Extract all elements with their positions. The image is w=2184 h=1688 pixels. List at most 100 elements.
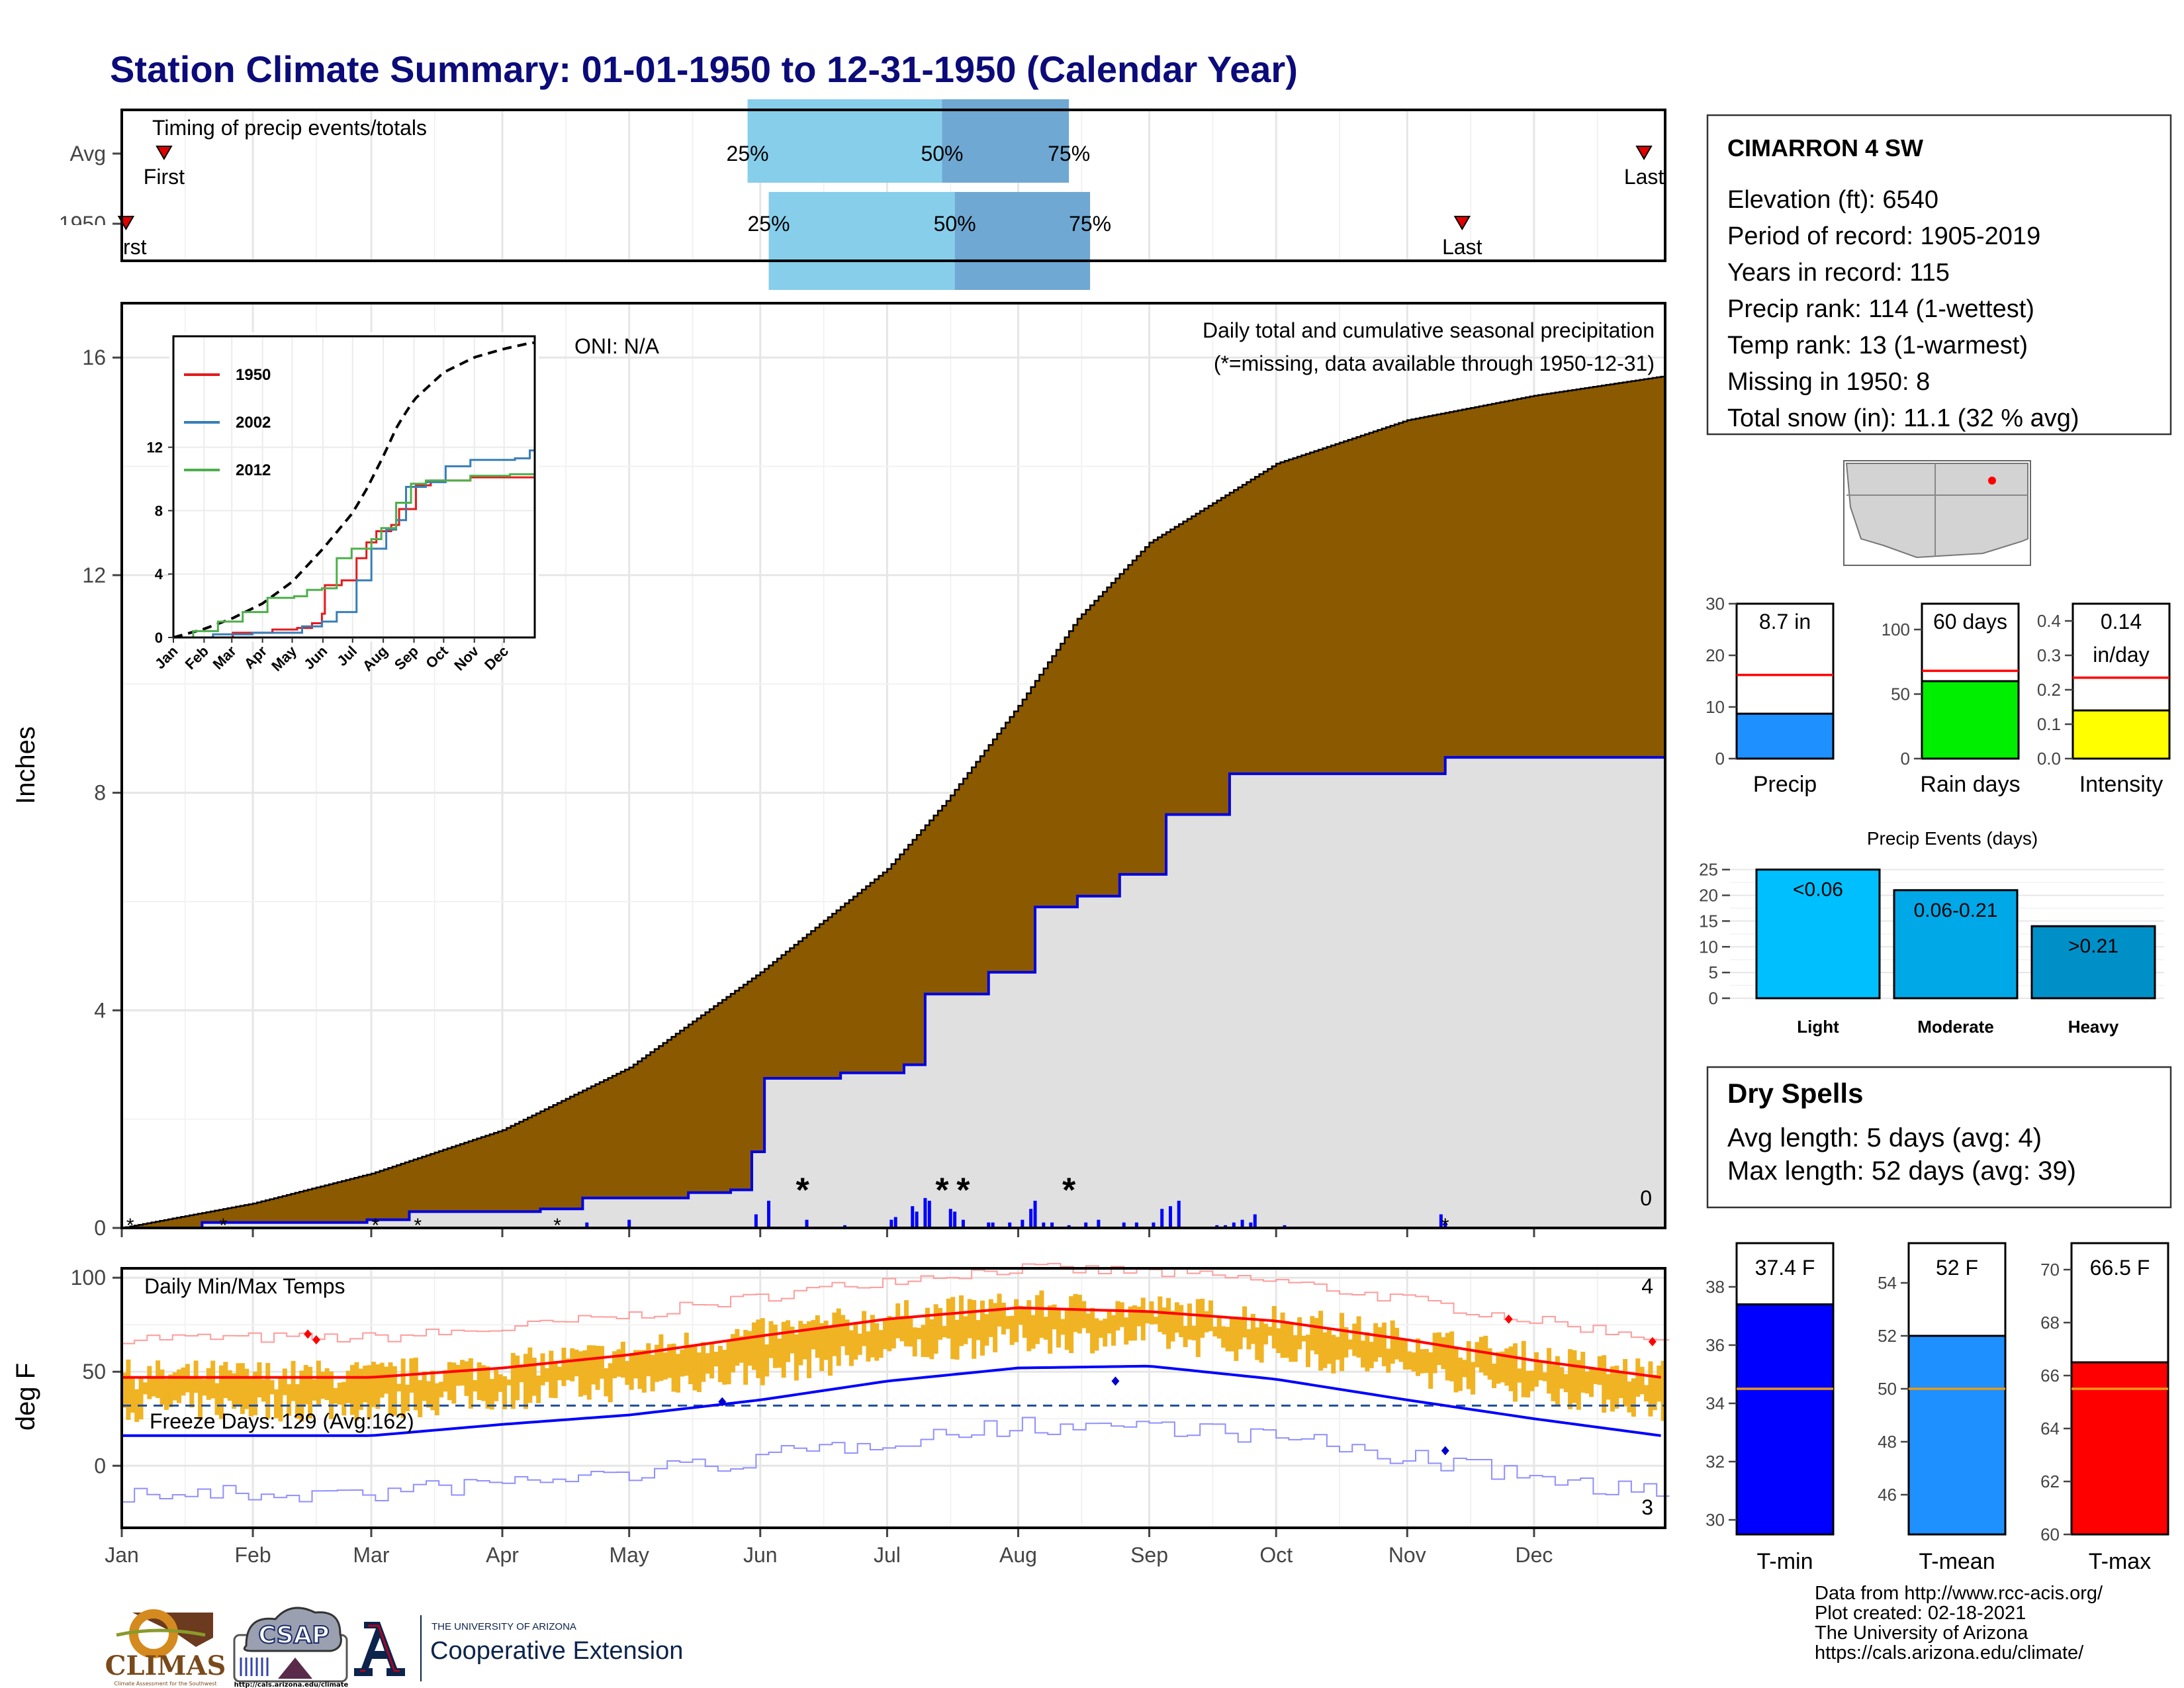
record-low-count: 3 — [1641, 1495, 1653, 1519]
temp-daily-bar — [1652, 1374, 1657, 1411]
oni-label: ONI: N/A — [574, 334, 660, 358]
temp-daily-bar — [684, 1333, 689, 1376]
temp-daily-bar — [705, 1353, 710, 1374]
precip-daily-bar — [1033, 1200, 1037, 1228]
mini-bar-tick-label: 0.0 — [2037, 749, 2061, 769]
temp-daily-bar — [1136, 1306, 1142, 1327]
temp-daily-bar — [451, 1362, 457, 1404]
timing-last-label: Last — [1624, 165, 1664, 189]
precip-daily-bar — [1232, 1222, 1236, 1228]
temp-bar-tick-label: 46 — [1878, 1485, 1897, 1505]
temp-daily-bar — [274, 1389, 279, 1419]
precip-daily-bar — [1050, 1222, 1054, 1228]
temp-daily-bar — [1069, 1296, 1074, 1354]
temp-daily-bar — [473, 1380, 478, 1392]
temp-daily-bar — [1314, 1318, 1319, 1354]
temp-daily-bar — [1610, 1366, 1615, 1412]
temp-daily-bar — [253, 1372, 258, 1415]
temp-daily-bar — [363, 1365, 368, 1403]
temp-daily-bar — [1657, 1365, 1662, 1402]
temp-daily-bar — [1496, 1352, 1501, 1384]
precip-observed-line — [122, 756, 1665, 1229]
missing-day-marker: * — [796, 1171, 810, 1209]
temp-daily-bar — [367, 1365, 372, 1419]
temp-daily-bar — [751, 1322, 756, 1370]
temp-daily-bar — [1221, 1326, 1226, 1348]
temp-daily-bar — [287, 1384, 292, 1416]
temp-daily-bar — [1064, 1308, 1069, 1350]
csap-logo-text: CSAP — [258, 1622, 329, 1649]
temp-daily-bar — [527, 1347, 533, 1403]
temp-daily-bar — [1508, 1346, 1514, 1391]
temp-daily-bar — [1373, 1323, 1379, 1362]
temp-daily-bar — [232, 1373, 237, 1409]
temp-avg-min-line — [122, 1364, 1661, 1437]
temp-daily-bar — [1606, 1374, 1611, 1400]
temp-daily-bar — [1479, 1336, 1484, 1373]
mini-bar-tick-label: 0 — [1901, 749, 1910, 769]
temp-daily-bar — [1547, 1348, 1552, 1394]
temp-daily-bar — [963, 1316, 968, 1344]
temp-daily-bar — [604, 1368, 609, 1397]
temp-daily-bar — [1631, 1378, 1636, 1417]
temp-daily-bar — [333, 1387, 338, 1404]
temp-daily-bar — [650, 1354, 655, 1391]
precip-daily-bar — [843, 1225, 847, 1228]
month-tick-label: Jun — [743, 1543, 778, 1567]
temp-daily-bar — [747, 1331, 752, 1366]
temp-daily-bar — [358, 1368, 363, 1410]
inset-average-line — [173, 341, 535, 639]
temp-daily-bar — [1297, 1317, 1302, 1350]
temp-daily-bar — [447, 1362, 452, 1401]
record-low-marker — [1441, 1446, 1449, 1456]
precip-daily-bar — [1152, 1222, 1156, 1228]
inset-y-tick-label: 12 — [147, 440, 163, 456]
precip-events-tick-label: 10 — [1699, 937, 1718, 957]
temp-daily-bar — [1555, 1356, 1560, 1405]
record-high-marker — [304, 1329, 312, 1339]
temp-daily-bar — [299, 1370, 304, 1422]
temp-daily-bar — [278, 1377, 283, 1422]
temp-daily-bar — [464, 1361, 469, 1396]
temp-daily-bar — [768, 1321, 774, 1358]
inset-bg — [169, 332, 539, 641]
temp-daily-bar — [477, 1362, 482, 1401]
temp-daily-bar — [874, 1323, 880, 1361]
temp-daily-bar — [1449, 1331, 1455, 1382]
temp-daily-bar — [586, 1345, 592, 1400]
csap-logo: CSAP http://cals.arizona.edu/climate — [233, 1607, 349, 1688]
temp-daily-bar — [189, 1376, 195, 1408]
temp-daily-bar — [181, 1367, 186, 1396]
temp-daily-bar — [523, 1354, 528, 1409]
dry-spells-max: Max length: 52 days (avg: 39) — [1727, 1156, 2076, 1186]
temp-daily-bar — [1411, 1352, 1416, 1372]
precip-daily-bar — [1177, 1200, 1181, 1228]
temp-daily-bar — [549, 1350, 554, 1398]
temp-daily-bar — [1153, 1317, 1158, 1325]
inset-line-2012 — [173, 469, 536, 639]
temp-daily-bar — [790, 1327, 795, 1354]
temp-daily-bar — [1009, 1315, 1015, 1345]
temp-daily-bar — [696, 1352, 702, 1392]
precip-panel-frame — [120, 302, 1666, 1229]
precip-daily-bar — [767, 1200, 771, 1228]
temp-bar-value: 66.5 F — [2090, 1256, 2150, 1280]
temp-daily-bar — [1322, 1332, 1328, 1368]
temp-daily-bar — [1639, 1366, 1645, 1395]
precip-y-label: Inches — [11, 726, 40, 804]
temp-daily-bar — [1390, 1320, 1395, 1364]
temp-daily-bar — [764, 1344, 770, 1377]
temp-bar-fill — [1735, 1303, 1835, 1536]
mini-bar-tick-label: 0.4 — [2037, 611, 2061, 631]
temp-daily-bar — [1111, 1315, 1116, 1346]
temp-daily-bar — [536, 1375, 541, 1403]
temp-daily-bar — [1284, 1321, 1289, 1358]
precip-daily-bar — [1215, 1225, 1219, 1228]
temp-daily-bar — [832, 1312, 837, 1356]
month-tick-label: Sep — [1130, 1543, 1168, 1567]
station-info-line: Precip rank: 114 (1-wettest) — [1727, 295, 2034, 323]
temp-daily-bar — [460, 1360, 465, 1386]
temp-daily-bar — [899, 1316, 905, 1342]
temp-daily-bar — [1471, 1362, 1476, 1395]
